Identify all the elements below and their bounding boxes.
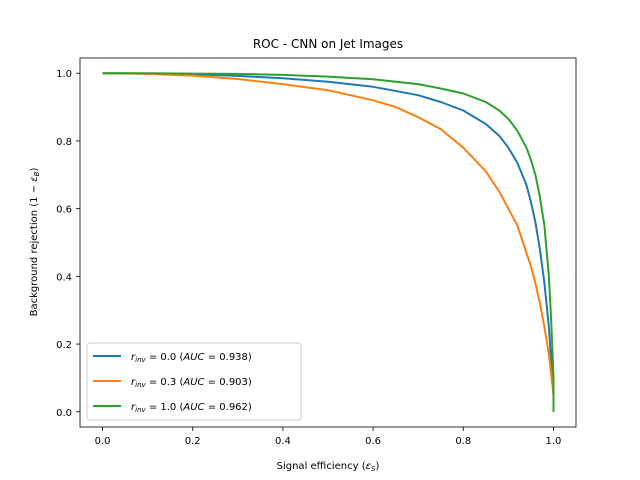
y-tick-label: 0.8 (56, 137, 72, 148)
x-tick-label: 1.0 (546, 436, 562, 447)
legend-box (86, 342, 302, 421)
x-tick-label: 0.2 (185, 436, 201, 447)
y-tick-label: 0.0 (56, 408, 72, 419)
y-tick-label: 0.6 (56, 205, 72, 216)
legend-label-1: rinv = 0.3 (AUC = 0.903) (131, 377, 252, 389)
x-tick-label: 0.4 (275, 436, 291, 447)
series-line-0 (102, 72, 555, 412)
chart-title: ROC - CNN on Jet Images (253, 37, 403, 51)
ticks-layer: 0.0 0.2 0.4 0.6 0.8 1.0 0.0 0.2 0.4 0.6 0.8 1.0 (56, 69, 561, 447)
y-tick-label: 1.0 (56, 69, 72, 80)
x-tick-label: 0.6 (365, 436, 381, 447)
x-tick-label: 0.0 (95, 436, 111, 447)
legend-label-2: rinv = 1.0 (AUC = 0.962) (131, 402, 252, 414)
series-line-2 (102, 72, 555, 412)
legend-label-0: rinv = 0.0 (AUC = 0.938) (131, 352, 252, 364)
x-axis-title: Signal efficiency (εS) (277, 461, 380, 473)
legend: rinv = 0.0 (AUC = 0.938) rinv = 0.3 (AUC … (86, 342, 302, 421)
series-layer (102, 72, 555, 412)
x-tick-label: 0.8 (455, 436, 471, 447)
y-tick-label: 0.2 (56, 340, 72, 351)
y-axis-title: Background rejection (1 − εB) (29, 168, 41, 317)
y-tick-label: 0.4 (56, 272, 72, 283)
axes-frame (79, 57, 577, 428)
series-line-1 (102, 72, 555, 412)
